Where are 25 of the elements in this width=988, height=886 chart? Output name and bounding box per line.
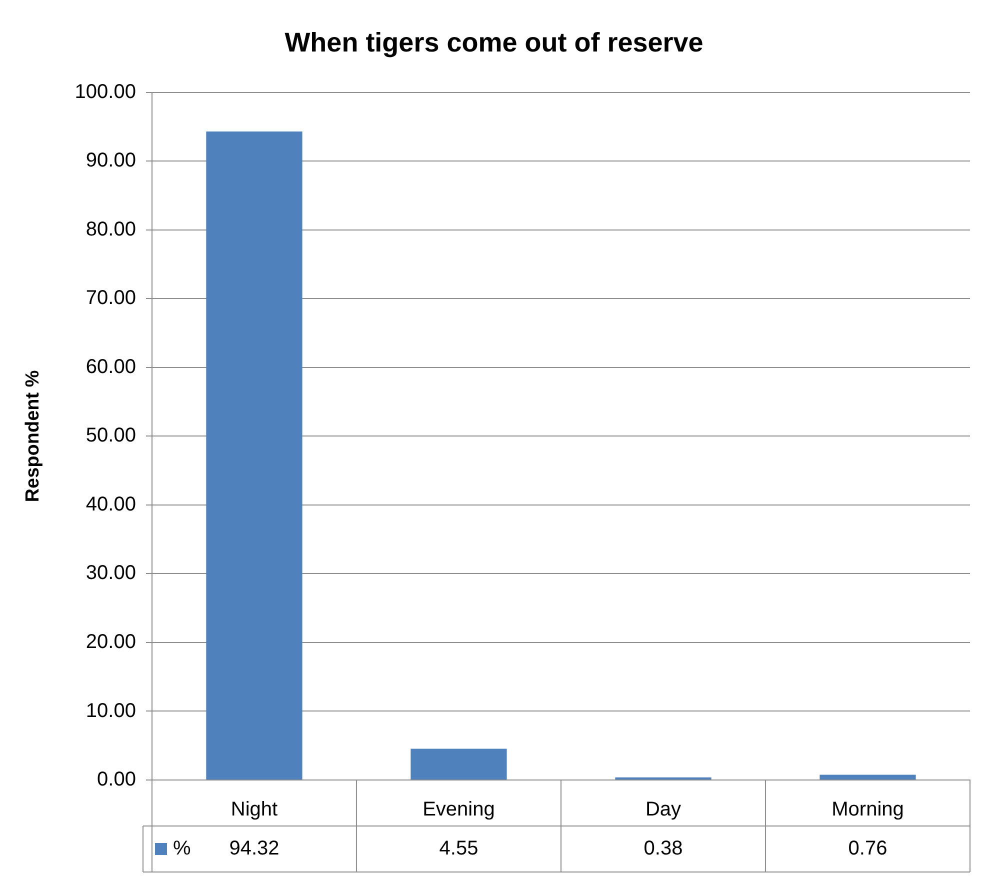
chart-title: When tigers come out of reserve bbox=[284, 28, 704, 58]
data-label: 0.76 bbox=[848, 838, 888, 860]
legend-label: % bbox=[173, 838, 191, 860]
x-tick-label: Evening bbox=[422, 798, 495, 821]
y-tick-label: 50.00 bbox=[86, 424, 136, 447]
x-tick-label: Day bbox=[645, 798, 682, 821]
bar bbox=[206, 131, 302, 780]
y-tick-label: 60.00 bbox=[86, 356, 136, 378]
y-tick-label: 90.00 bbox=[86, 150, 136, 172]
bar bbox=[820, 774, 916, 780]
y-tick-label: 20.00 bbox=[86, 630, 136, 653]
x-tick-label: Morning bbox=[832, 798, 904, 821]
y-tick-label: 80.00 bbox=[86, 218, 136, 240]
y-tick-label: 30.00 bbox=[86, 562, 136, 584]
y-tick-label: 0.00 bbox=[97, 768, 136, 791]
y-tick-label: 70.00 bbox=[86, 287, 136, 310]
data-label: 4.55 bbox=[439, 838, 478, 860]
y-tick-label: 100.00 bbox=[74, 80, 136, 103]
bar bbox=[410, 748, 507, 780]
y-tick-label: 10.00 bbox=[86, 700, 136, 722]
y-axis-title: Respondent % bbox=[22, 370, 44, 502]
x-tick-label: Night bbox=[230, 798, 278, 821]
y-tick-label: 40.00 bbox=[86, 493, 136, 516]
data-label: 94.32 bbox=[229, 838, 280, 860]
data-label: 0.38 bbox=[644, 838, 683, 860]
